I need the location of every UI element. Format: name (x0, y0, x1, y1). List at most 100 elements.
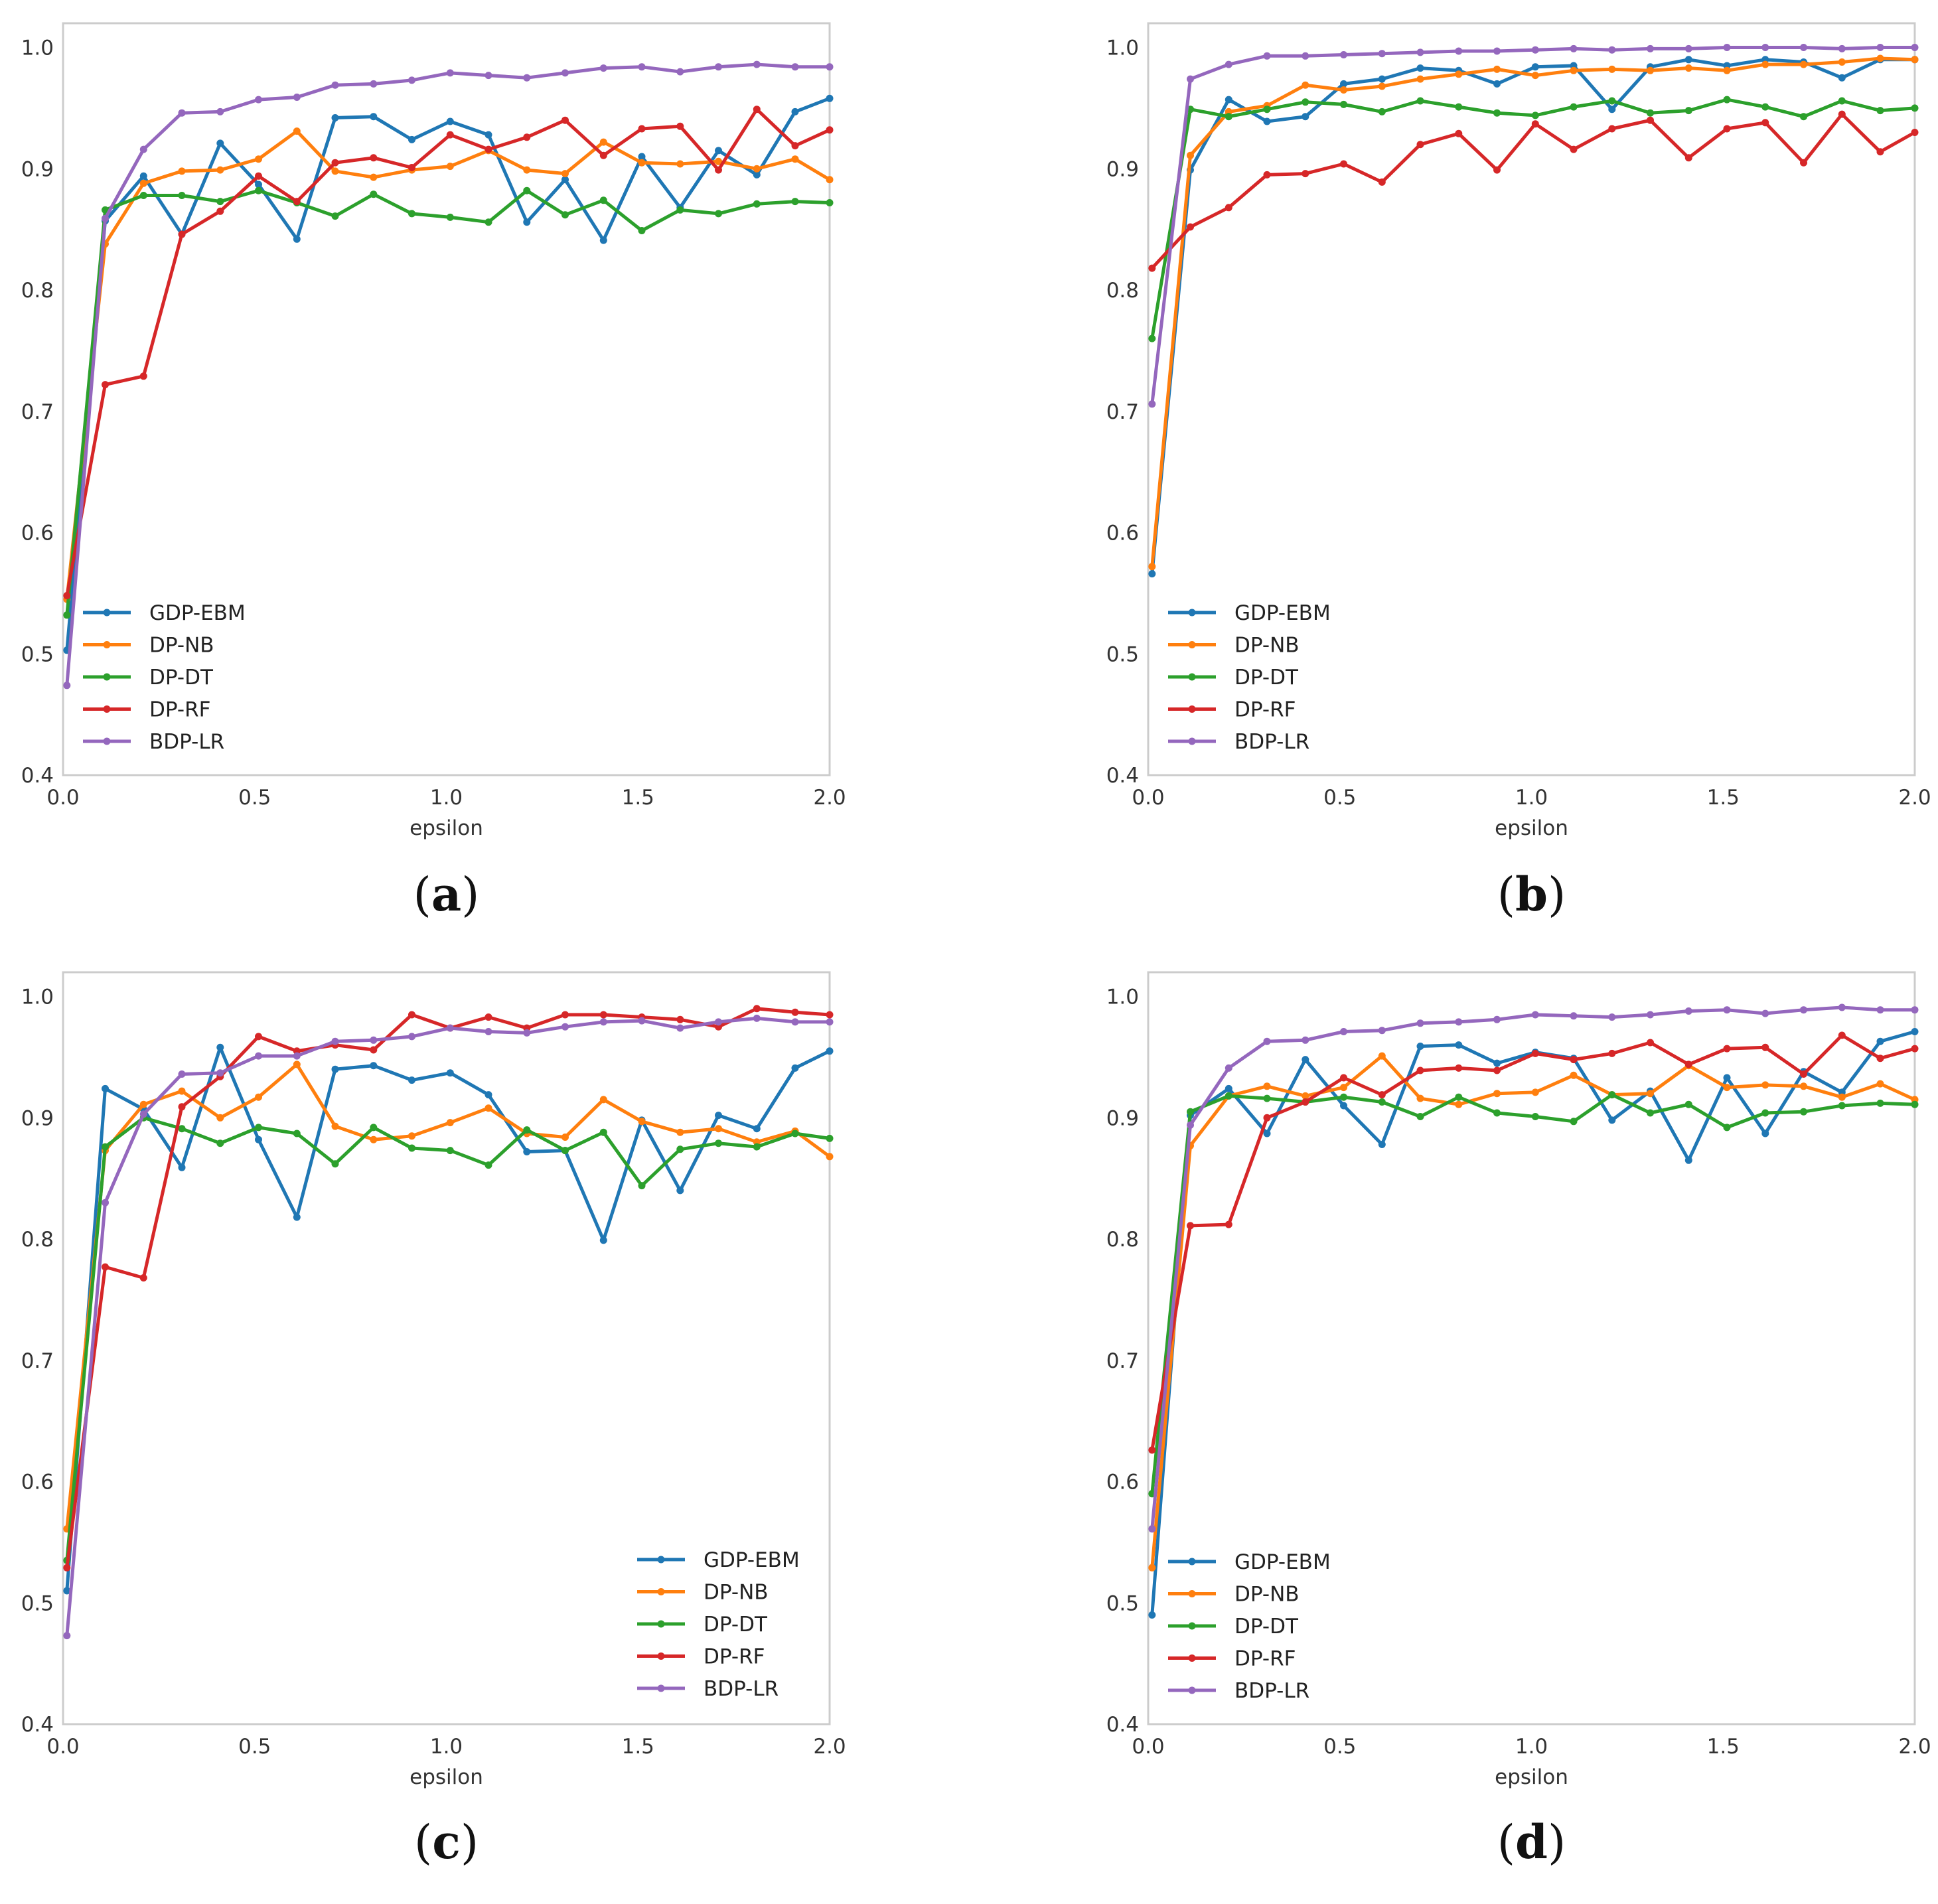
data-point (1493, 1066, 1501, 1074)
data-point (484, 1013, 492, 1021)
data-point (178, 167, 186, 175)
data-point (255, 1135, 262, 1143)
y-tick-label: 0.8 (1106, 1228, 1139, 1252)
data-point (446, 1147, 454, 1155)
data-point (370, 173, 378, 181)
data-point (216, 1069, 224, 1077)
data-point (293, 235, 301, 243)
legend-label: DP-DT (1234, 666, 1299, 690)
data-point (1876, 54, 1884, 62)
data-point (216, 207, 224, 215)
data-point (293, 1130, 301, 1137)
data-point (178, 1125, 186, 1133)
legend-label: DP-DT (1234, 1615, 1299, 1639)
data-point (63, 1587, 71, 1595)
x-tick-label: 1.5 (1707, 1735, 1740, 1759)
data-point (1493, 1090, 1501, 1098)
data-point (1340, 51, 1347, 58)
data-point (561, 170, 569, 178)
data-point (178, 109, 186, 117)
chart-a: 0.4 0.5 0.6 0.7 0.8 0.9 1.0 0.0 0.5 1.0 1.5 2.0 epsi… (21, 22, 846, 922)
data-point (139, 192, 147, 199)
data-point (255, 1124, 262, 1132)
y-tick-label: 0.9 (1106, 157, 1139, 181)
data-point (408, 1132, 415, 1140)
data-point (1455, 70, 1463, 78)
plot-frame (62, 971, 831, 1725)
data-point (791, 142, 799, 150)
data-point (1608, 125, 1616, 133)
data-point (1647, 1039, 1654, 1047)
data-point (216, 166, 224, 174)
data-point (1378, 50, 1386, 58)
data-point (331, 81, 339, 89)
x-tick-label: 0.5 (1323, 1735, 1356, 1759)
x-tick-label: 0.5 (238, 786, 271, 810)
data-point (715, 147, 722, 155)
data-point (753, 171, 761, 179)
data-point (1378, 1091, 1386, 1099)
y-tick-label: 0.8 (21, 1228, 54, 1252)
data-point (1761, 1009, 1769, 1017)
data-point (1455, 103, 1463, 111)
data-point (1302, 52, 1309, 60)
data-point (1684, 1061, 1692, 1068)
data-point (1187, 223, 1194, 231)
panel-caption: (b) (1497, 867, 1566, 922)
data-point (446, 131, 454, 139)
data-point (826, 1134, 834, 1142)
data-point (791, 1064, 799, 1072)
data-point (255, 186, 262, 194)
data-point (1340, 1074, 1347, 1082)
data-point (1608, 1116, 1616, 1124)
legend-label: DP-NB (704, 1581, 769, 1605)
data-point (791, 1130, 799, 1137)
y-tick-label: 0.7 (1106, 400, 1139, 424)
data-point (1416, 75, 1424, 83)
data-point (178, 192, 186, 199)
data-point (293, 198, 301, 206)
data-point (1493, 1059, 1501, 1067)
data-point (826, 1011, 834, 1019)
legend-marker (1188, 641, 1196, 648)
data-point (1302, 1056, 1309, 1064)
legend: GDP-EBM DP-NB DP-DT DP-RF BDP-LR (637, 1548, 800, 1701)
data-point (1723, 1074, 1731, 1082)
data-point (1876, 1037, 1884, 1045)
data-point (484, 72, 492, 80)
data-point (523, 1029, 531, 1037)
data-point (1608, 97, 1616, 105)
data-point (1416, 1019, 1424, 1027)
data-point (1684, 107, 1692, 115)
data-point (1838, 97, 1846, 105)
data-point (370, 1062, 378, 1070)
x-axis-label: epsilon (410, 816, 483, 840)
data-point (484, 218, 492, 226)
data-point (331, 1122, 339, 1130)
x-tick-label: 2.0 (1898, 1735, 1931, 1759)
data-point (102, 1084, 109, 1092)
data-point (1838, 44, 1846, 52)
data-point (1876, 1080, 1884, 1088)
data-point (1800, 113, 1807, 121)
y-tick-label: 0.6 (21, 522, 54, 546)
data-point (408, 210, 415, 218)
data-point (1723, 1006, 1731, 1014)
data-point (1302, 1092, 1309, 1100)
data-point (638, 227, 646, 234)
data-point (1761, 1043, 1769, 1051)
data-point (1911, 129, 1919, 136)
data-point (1647, 1090, 1654, 1098)
data-point (63, 1632, 71, 1640)
data-point (1911, 1006, 1919, 1014)
caption-letter: b (1515, 867, 1548, 922)
data-point (139, 372, 147, 380)
data-point (1608, 65, 1616, 73)
data-point (1723, 96, 1731, 104)
data-point (1340, 160, 1347, 168)
data-point (1608, 1013, 1616, 1021)
data-point (1148, 1611, 1156, 1619)
data-point (408, 164, 415, 171)
legend: GDP-EBM DP-NB DP-DT DP-RF BDP-LR (1168, 1550, 1331, 1703)
data-point (1455, 1041, 1463, 1049)
